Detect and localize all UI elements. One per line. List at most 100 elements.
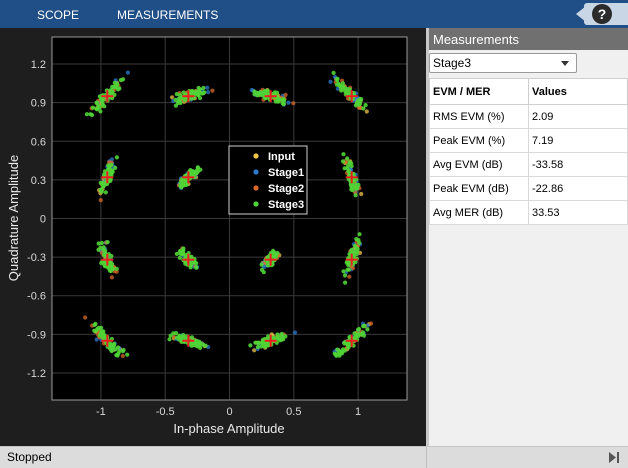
scatter-point-stage3: [331, 70, 336, 75]
scatter-point-stage3: [98, 245, 103, 250]
scatter-point-stage3: [177, 98, 182, 103]
scatter-point-stage3: [174, 92, 179, 97]
scatter-point-stage3: [345, 156, 350, 161]
scatter-point-stage3: [356, 182, 361, 187]
scatter-point-stage1: [205, 90, 211, 95]
reference-constellation: [101, 90, 358, 347]
panel-splitter[interactable]: [426, 28, 429, 446]
scatter-point-stage2: [98, 198, 103, 203]
scatter-point-stage3: [112, 92, 117, 97]
constellation-diagram[interactable]: -1 -0.5 0 0.5 1 1.2 0.9 0.6 0.3 0 -0.3 -0.6 -0.9 -1.…: [0, 28, 426, 446]
scatter-point-stage3: [194, 265, 199, 270]
tab-measurements[interactable]: MEASUREMENTS: [117, 8, 219, 22]
scatter-point-stage3: [201, 342, 206, 347]
scatter-point-stage3: [101, 184, 106, 189]
scatter-point-stage3: [181, 90, 186, 95]
x-axis-label: In-phase Amplitude: [173, 421, 284, 436]
chevron-down-icon: [561, 61, 569, 66]
y-tick-label: -1.2: [27, 368, 46, 380]
scatter-point-stage3: [113, 165, 118, 170]
scatter-point-stage3: [339, 351, 345, 356]
measurements-table: EVM / MER Values RMS EVM (%) 2.09 Peak EV…: [429, 78, 628, 225]
panel-toggle-icon[interactable]: [608, 451, 620, 464]
x-tick-label: 1: [355, 406, 361, 418]
scatter-point-stage3: [355, 186, 360, 191]
table-row: Peak EVM (%) 7.19: [429, 128, 628, 153]
help-tab-arrow: [576, 6, 586, 22]
reference-marker: [101, 171, 114, 184]
scatter-point-stage3: [98, 109, 103, 114]
scatter-point-stage3: [96, 103, 101, 108]
scatter-point-stage3: [97, 333, 102, 338]
scatter-point-stage3: [96, 241, 101, 246]
table-row: Peak EVM (dB) -22.86: [429, 176, 628, 201]
scatter-point-stage3: [110, 84, 115, 89]
scatter-point-stage3: [117, 349, 122, 354]
scatter-point-stage2: [210, 88, 215, 93]
reference-marker: [101, 90, 114, 103]
scatter-point-stage3: [365, 327, 370, 332]
scatter-point-stage1: [125, 70, 130, 75]
legend[interactable]: Input Stage1 Stage2 Stage3: [228, 145, 308, 215]
scatter-point-stage3: [256, 341, 261, 346]
scatter-point-stage3: [103, 248, 108, 253]
legend-label-stage1: Stage1: [268, 167, 304, 179]
reference-marker: [182, 253, 195, 266]
scatter-point-stage3: [171, 331, 176, 336]
scatter-point-stage3: [255, 345, 260, 350]
scatter-point-stage3: [94, 107, 100, 112]
scatter-point-stage3: [352, 331, 357, 336]
scatter-point-stage3: [111, 266, 116, 271]
scatter-point-stage3: [349, 186, 354, 191]
scatter-point-stage3: [113, 347, 118, 352]
row-value: -33.58: [528, 152, 628, 177]
reference-marker: [264, 253, 277, 266]
table-row: Avg MER (dB) 33.53: [429, 200, 628, 225]
scatter-point-stage3: [84, 112, 89, 117]
scatter-point-stage3: [173, 97, 178, 102]
scatter-point-stage3: [94, 328, 99, 333]
legend-label-input: Input: [268, 151, 295, 163]
help-icon[interactable]: ?: [592, 4, 612, 24]
reference-marker: [101, 334, 114, 347]
scatter-point-stage3: [340, 81, 345, 86]
reference-marker: [345, 334, 358, 347]
scatter-point-stage2: [356, 105, 362, 110]
status-text: Stopped: [7, 450, 52, 464]
row-label: Peak EVM (dB): [429, 176, 529, 201]
tab-scope[interactable]: SCOPE: [37, 8, 80, 22]
scatter-point-stage3: [115, 87, 121, 92]
scatter-point-stage3: [189, 335, 195, 340]
stage-select[interactable]: Stage3: [429, 53, 577, 73]
scatter-point-stage3: [280, 334, 285, 339]
scatter-point-stage3: [341, 85, 346, 91]
scatter-point-stage3: [178, 180, 183, 185]
scatter-point-stage3: [350, 182, 355, 187]
scatter-point-stage3: [259, 344, 264, 349]
scatter-point-stage3: [111, 343, 116, 348]
scatter-point-stage1: [205, 85, 210, 90]
measurements-panel: Measurements Stage3 EVM / MER Values RMS…: [429, 28, 628, 446]
scatter-point-stage3: [346, 345, 351, 350]
reference-marker: [345, 90, 358, 103]
scatter-point-stage3: [100, 331, 105, 336]
reference-marker: [264, 90, 277, 103]
scatter-point-stage3: [361, 106, 366, 111]
scatter-point-stage3: [108, 260, 113, 265]
scatter-point-stage3: [342, 166, 347, 171]
scatter-point-stage3: [266, 343, 271, 348]
scatter-point-stage3: [275, 332, 280, 337]
legend-marker-stage1: [253, 169, 259, 175]
y-tick-label: 0.3: [31, 175, 46, 187]
scatter-point-stage3: [335, 78, 340, 83]
scatter-point-stage3: [342, 348, 347, 353]
scatter-point-stage3: [108, 89, 113, 94]
x-tick-labels: -1 -0.5 0 0.5 1: [96, 406, 361, 418]
scatter-point-stage3: [99, 240, 104, 246]
scatter-point-stage3: [341, 269, 346, 274]
reference-marker: [345, 253, 358, 266]
y-tick-labels: 1.2 0.9 0.6 0.3 0 -0.3 -0.6 -0.9 -1.2: [27, 59, 46, 380]
scatter-point-stage3: [361, 330, 366, 335]
row-label: RMS EVM (%): [429, 104, 529, 129]
scatter-point-stage3: [179, 184, 184, 189]
